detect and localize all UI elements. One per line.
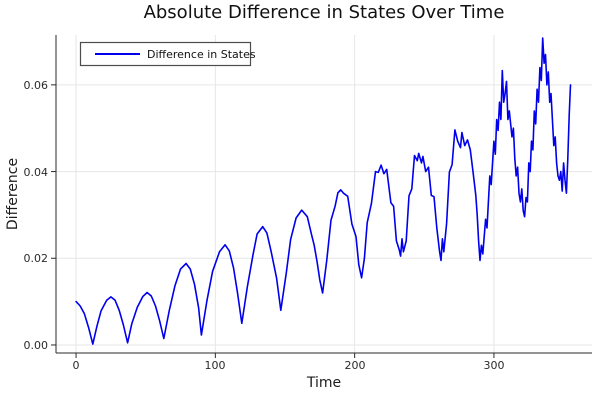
grid-layer bbox=[56, 35, 592, 353]
legend-label: Difference in States bbox=[147, 48, 256, 61]
x-tick-label-0: 0 bbox=[73, 359, 80, 372]
x-tick-label-3: 300 bbox=[484, 359, 505, 372]
x-axis-label: Time bbox=[306, 375, 341, 391]
series-line-0 bbox=[75, 37, 572, 345]
x-tick-label-1: 100 bbox=[205, 359, 226, 372]
y-axis-label: Difference bbox=[5, 158, 21, 230]
chart-title: Absolute Difference in States Over Time bbox=[144, 2, 505, 23]
legend: Difference in States bbox=[79, 41, 256, 67]
legend-box bbox=[79, 41, 252, 67]
x-tick-label-2: 200 bbox=[345, 359, 366, 372]
y-tick-label-3: 0.06 bbox=[24, 79, 49, 92]
y-tick-label-2: 0.04 bbox=[24, 166, 49, 179]
y-tick-label-0: 0.00 bbox=[24, 339, 49, 352]
y-tick-label-1: 0.02 bbox=[24, 252, 49, 265]
axis-layer bbox=[51, 35, 592, 358]
series-layer bbox=[75, 37, 572, 345]
